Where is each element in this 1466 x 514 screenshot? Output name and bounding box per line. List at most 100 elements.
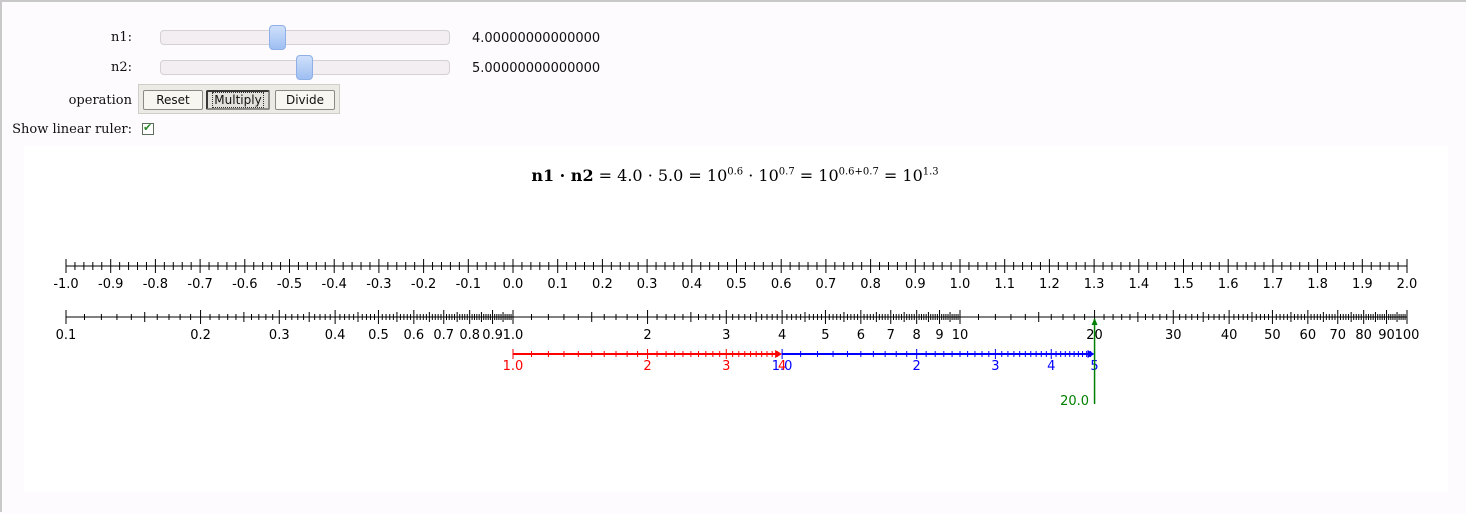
log-tick-label: 50 (1264, 328, 1281, 343)
log-tick-label: 80 (1355, 328, 1372, 343)
log-tick-label: 30 (1165, 328, 1182, 343)
multiply-button[interactable]: Multiply (206, 90, 270, 110)
reset-button[interactable]: Reset (143, 90, 203, 110)
log-tick-label: 10 (952, 328, 969, 343)
linear-tick-label: 2.0 (1397, 277, 1418, 292)
log-tick-label: 0.7 (433, 328, 454, 343)
n2-slider-handle[interactable] (296, 55, 313, 80)
linear-tick-label: 0.2 (592, 277, 613, 292)
linear-tick-label: 0.1 (547, 277, 568, 292)
linear-tick-label: 1.2 (1039, 277, 1060, 292)
linear-tick-label: 0.0 (503, 277, 524, 292)
plot-area (24, 146, 1448, 492)
linear-tick-label: -1.0 (53, 277, 78, 292)
linear-ruler-checkbox[interactable]: ✔ (142, 121, 154, 135)
formula-exp-sum: 0.6+0.7 (838, 166, 879, 178)
log-tick-label: 8 (913, 328, 921, 343)
linear-tick-label: -0.6 (232, 277, 257, 292)
n2-label: n2: (110, 60, 132, 75)
segment-tick-label: 3 (991, 359, 999, 374)
n2-value: 5.00000000000000 (472, 61, 601, 76)
linear-tick-label: -0.1 (456, 277, 481, 292)
linear-tick-label: 0.4 (681, 277, 702, 292)
result-arrow-head (1091, 318, 1098, 325)
linear-tick-label: -0.7 (187, 277, 212, 292)
linear-tick-label: -0.4 (322, 277, 347, 292)
operation-label: operation (68, 93, 132, 108)
log-tick-label: 0.2 (190, 328, 211, 343)
formula-numbers: 4.0 · 5.0 (617, 166, 684, 185)
log-tick-label: 40 (1221, 328, 1238, 343)
linear-tick-label: -0.8 (143, 277, 168, 292)
linear-tick-label: 1.6 (1218, 277, 1239, 292)
linear-tick-label: 0.7 (816, 277, 837, 292)
formula-dot: · (743, 166, 759, 185)
result-label: 20.0 (1060, 394, 1089, 409)
linear-tick-label: 0.6 (771, 277, 792, 292)
n1-value: 4.00000000000000 (472, 31, 601, 46)
formula-base-1: 10 (706, 166, 728, 185)
linear-tick-label: 1.5 (1173, 277, 1194, 292)
linear-ruler-label: Show linear ruler: (12, 122, 132, 137)
log-tick-label: 0.3 (269, 328, 290, 343)
linear-tick-label: 1.7 (1263, 277, 1284, 292)
log-tick-label: 6 (857, 328, 865, 343)
linear-tick-label: -0.5 (277, 277, 302, 292)
segment-arrow-head (775, 350, 783, 358)
log-tick-label: 2 (643, 328, 651, 343)
log-tick-label: 0.6 (403, 328, 424, 343)
segment-tick-label: 3 (722, 359, 730, 374)
operation-button-group: Reset Multiply Divide (138, 84, 340, 114)
n1-label: n1: (110, 30, 132, 45)
log-tick-label: 0.4 (325, 328, 346, 343)
log-tick-label: 90 (1378, 328, 1395, 343)
formula-exp-result: 1.3 (922, 166, 939, 178)
linear-tick-label: 1.8 (1307, 277, 1328, 292)
linear-tick-label: 1.0 (950, 277, 971, 292)
formula-base-2: 10 (758, 166, 779, 185)
segment-start-label: 1.0 (772, 359, 793, 374)
segment-end-label: 4 (778, 359, 786, 374)
log-tick-label: 70 (1329, 328, 1346, 343)
linear-tick-label: 0.8 (860, 277, 881, 292)
linear-tick-label: -0.3 (366, 277, 391, 292)
log-tick-label: 7 (887, 328, 895, 343)
log-tick-label: 0.9 (482, 328, 503, 343)
segment-tick-label: 2 (913, 359, 921, 374)
linear-tick-label: -0.2 (411, 277, 436, 292)
n1-slider-handle[interactable] (269, 25, 286, 50)
linear-tick-label: 0.3 (637, 277, 658, 292)
segment-tick-label: 4 (1047, 359, 1055, 374)
linear-tick-label: 1.4 (1128, 277, 1149, 292)
n2-slider[interactable] (160, 55, 450, 80)
formula-exp-2: 0.7 (778, 166, 795, 178)
log-tick-label: 0.8 (459, 328, 480, 343)
log-tick-label: 60 (1300, 328, 1317, 343)
linear-tick-label: 1.3 (1084, 277, 1105, 292)
log-tick-label: 0.1 (56, 328, 77, 343)
formula-eq: = (593, 166, 618, 185)
log-tick-label: 4 (778, 328, 786, 343)
formula-exp-1: 0.6 (727, 166, 744, 178)
formula-eq-3: = (794, 166, 819, 185)
log-tick-label: 9 (935, 328, 943, 343)
formula: n1 · n2 = 4.0 · 5.0 = 100.6 · 100.7 = 10… (2, 166, 1466, 185)
log-tick-label: 5 (821, 328, 829, 343)
formula-base-4: 10 (902, 166, 923, 185)
segment-start-label: 1.0 (503, 359, 524, 374)
formula-base-3: 10 (818, 166, 839, 185)
divide-button[interactable]: Divide (275, 90, 335, 110)
n1-slider[interactable] (160, 25, 450, 50)
check-icon: ✔ (143, 121, 153, 134)
linear-tick-label: -0.9 (98, 277, 123, 292)
log-tick-label: 0.5 (368, 328, 389, 343)
linear-tick-label: 0.9 (905, 277, 926, 292)
log-tick-label: 1.0 (503, 328, 524, 343)
segment-tick-label: 2 (643, 359, 651, 374)
log-tick-label: 3 (722, 328, 730, 343)
linear-tick-label: 1.1 (994, 277, 1015, 292)
linear-tick-label: 1.9 (1352, 277, 1373, 292)
formula-lhs: n1 · n2 (531, 166, 594, 185)
formula-eq-4: = (878, 166, 903, 185)
